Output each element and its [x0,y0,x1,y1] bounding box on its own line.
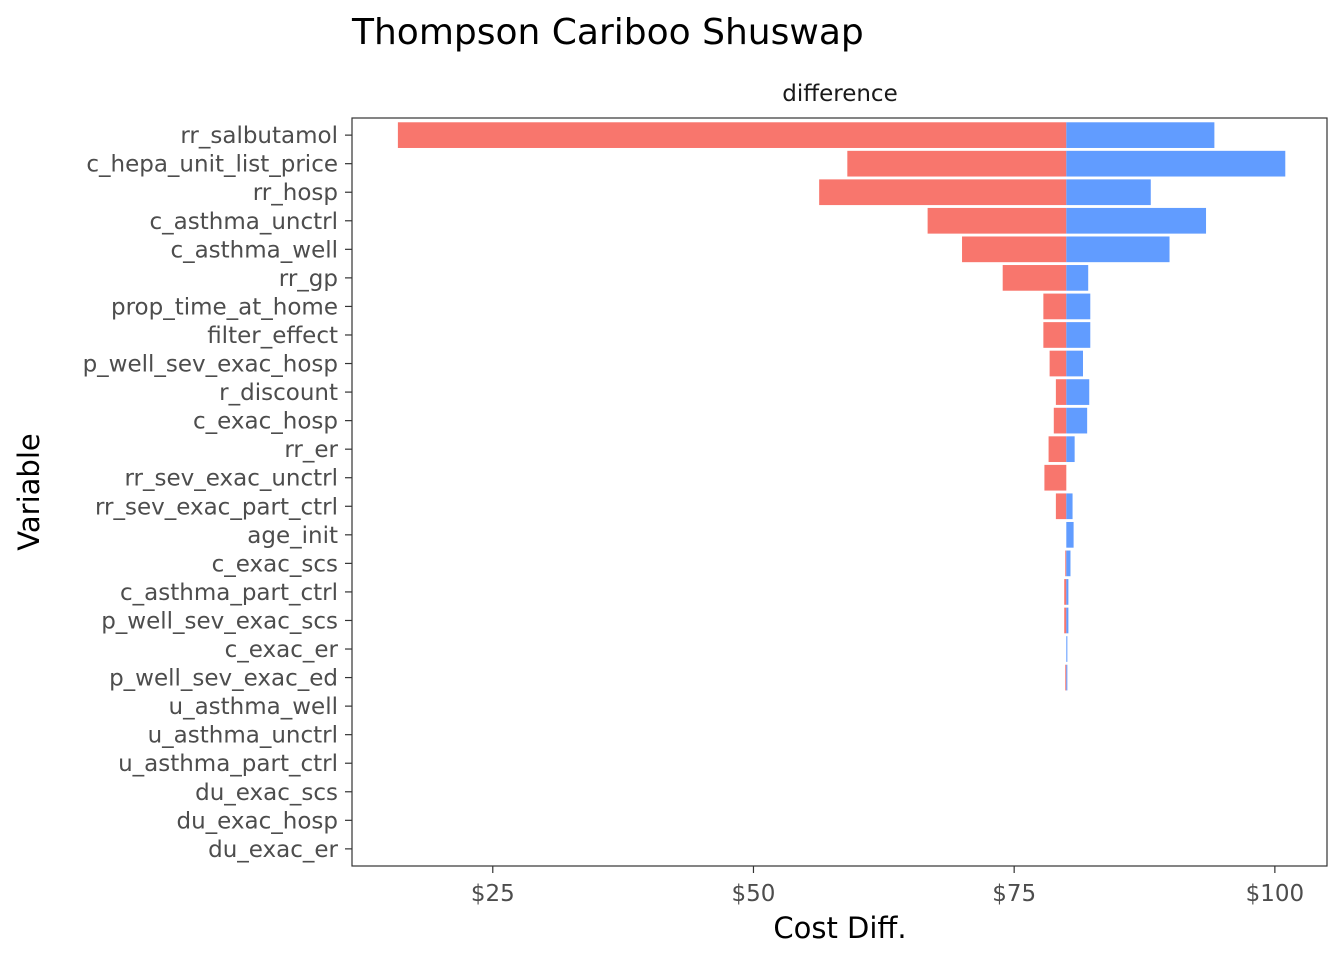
bar-high-c_hepa_unit_list_price [1066,150,1286,177]
y-tick-label: c_exac_hosp [193,409,338,435]
y-tick-label: prop_time_at_home [111,294,338,320]
bar-high-p_well_sev_exac_ed [1066,664,1068,691]
plot-panel-border [351,117,1328,867]
bar-high-p_well_sev_exac_hosp [1066,350,1083,377]
bar-low-rr_hosp [819,179,1067,206]
y-tick-label: c_asthma_unctrl [150,209,338,235]
y-tick-label: du_exac_hosp [176,808,338,834]
y-axis: rr_salbutamol c_hepa_unit_list_pricerr_ho… [83,123,352,863]
bar-low-p_well_sev_exac_ed [1065,664,1067,691]
bar-low-prop_time_at_home [1043,293,1067,320]
bar-high-c_exac_scs [1066,550,1071,577]
bar-high-prop_time_at_home [1066,293,1091,320]
y-tick-label: c_hepa_unit_list_price [86,152,338,178]
bar-low-rr_sev_exac_unctrl [1044,464,1067,491]
x-tick-label: $50 [732,881,776,907]
y-tick-label: u_asthma_well [169,694,339,720]
bar-low-c_asthma_unctrl [927,207,1067,234]
y-tick-label: p_well_sev_exac_hosp [83,352,338,378]
x-tick-label: $100 [1246,881,1305,907]
x-tick-label: $25 [471,881,515,907]
bar-high-rr_salbutamol [1066,122,1215,148]
bar-low-c_exac_hosp [1053,407,1067,434]
y-tick-label: du_exac_scs [195,780,338,806]
bar-high-c_asthma_part_ctrl [1066,579,1069,605]
x-axis: $25 $50 $75 $100 [471,866,1304,907]
facet-strip-label: difference [782,81,897,107]
bar-low-p_well_sev_exac_scs [1064,607,1067,634]
y-tick-label: du_exac_er [208,837,338,863]
bar-high-rr_sev_exac_part_ctrl [1066,493,1073,520]
bar-high-c_asthma_well [1066,236,1170,263]
bar-low-c_asthma_part_ctrl [1064,579,1067,605]
chart-title: Thompson Cariboo Shuswap [351,12,864,53]
y-tick-label: rr_sev_exac_part_ctrl [95,494,338,520]
bar-low-rr_gp [1002,265,1067,291]
bar-high-rr_hosp [1066,179,1151,206]
y-tick-label: rr_gp [279,266,338,292]
y-tick-label: c_asthma_part_ctrl [120,580,338,606]
y-tick-label: u_asthma_part_ctrl [118,751,338,777]
bar-high-filter_effect [1066,322,1091,348]
bar-high-r_discount [1066,379,1090,405]
bar-high-rr_gp [1066,265,1089,291]
bar-low-rr_er [1048,436,1067,463]
y-tick-label: p_well_sev_exac_ed [109,666,338,692]
bars-layer [397,122,1286,691]
x-tick-label: $75 [992,881,1036,907]
y-tick-label: u_asthma_unctrl [148,723,338,749]
y-tick-label: p_well_sev_exac_scs [101,608,338,634]
bar-high-c_exac_hosp [1066,407,1088,434]
y-tick-label: r_discount [219,380,338,406]
y-tick-label: rr_er [284,437,338,463]
y-axis-title: Variable [12,433,46,550]
y-tick-label: c_exac_er [225,637,339,663]
bar-high-p_well_sev_exac_scs [1066,607,1069,634]
bar-high-c_asthma_unctrl [1066,207,1207,234]
bar-low-c_exac_scs [1065,550,1067,577]
y-tick-label: c_asthma_well [170,237,338,263]
y-tick-label: c_exac_scs [212,551,338,577]
bar-low-rr_salbutamol [397,122,1067,148]
y-tick-label: filter_effect [207,323,338,349]
bar-low-r_discount [1055,379,1067,405]
y-tick-label: rr_sev_exac_unctrl [124,466,338,492]
bar-high-age_init [1066,521,1074,548]
bar-high-rr_er [1066,436,1075,463]
bar-low-filter_effect [1043,322,1067,348]
y-tick-label: age_init [247,523,338,549]
bar-low-c_hepa_unit_list_price [847,150,1067,177]
bar-low-p_well_sev_exac_hosp [1049,350,1067,377]
y-tick-label: rr_salbutamol [180,123,338,149]
x-axis-title: Cost Diff. [773,911,906,945]
bar-high-c_exac_er [1066,636,1068,662]
bar-low-c_asthma_well [962,236,1067,263]
bar-low-rr_sev_exac_part_ctrl [1055,493,1067,520]
y-tick-label: rr_hosp [253,180,338,206]
